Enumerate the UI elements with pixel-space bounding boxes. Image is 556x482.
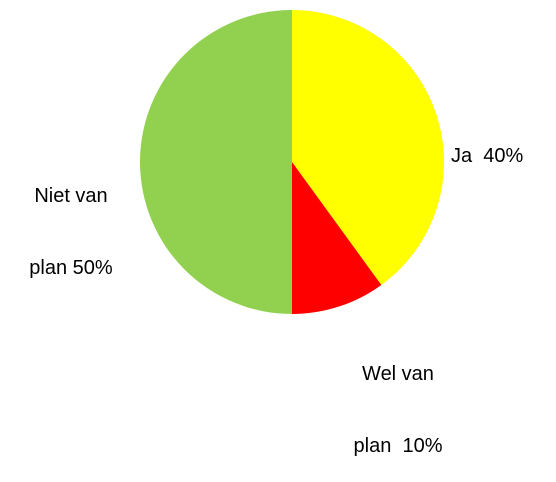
slice-label-ja-line-1: Ja 40% bbox=[451, 145, 524, 167]
slice-label-niet-van-plan-line-2: plan 50% bbox=[29, 257, 113, 279]
slice-label-wel-van-plan-line-2: plan 10% bbox=[353, 435, 443, 457]
slice-wel-van-plan bbox=[292, 162, 382, 314]
slice-ja bbox=[292, 10, 444, 285]
slice-niet-van-plan bbox=[140, 10, 292, 314]
slice-label-niet-van-plan-line-1: Niet van bbox=[34, 185, 108, 207]
pie-chart bbox=[140, 10, 444, 314]
slice-label-niet-van-plan: Niet van plan 50% bbox=[16, 136, 126, 304]
slice-label-wel-van-plan-line-1: Wel van bbox=[362, 363, 434, 385]
slice-label-wel-van-plan: Wel van plan 10% bbox=[338, 314, 458, 482]
slice-label-ja: Ja 40% bbox=[451, 96, 523, 192]
